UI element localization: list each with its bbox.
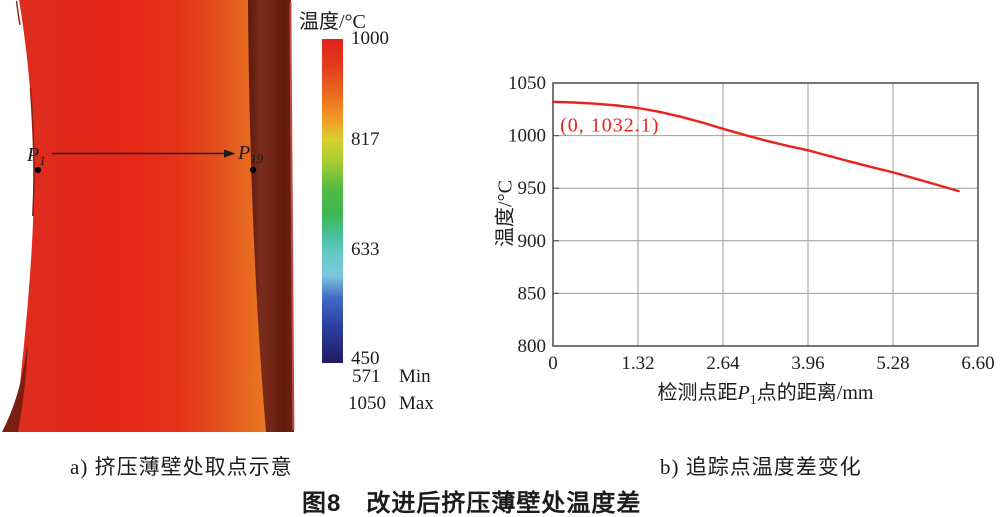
colorbar-tick-633: 633 (351, 239, 380, 260)
x-title-variable: P (737, 382, 750, 404)
x-tick-label: 1.32 (621, 353, 654, 374)
point-p19-label: P19 (237, 142, 264, 166)
slab-edge-shadow-top (15, 0, 21, 26)
caption-panel-b: b) 追踪点温度差变化 (660, 455, 862, 479)
x-title-prefix: 检测点距 (657, 382, 738, 404)
x-tick-label: 5.28 (876, 353, 909, 374)
y-tick-label: 1050 (508, 73, 546, 94)
strip-rim-highlight (289, 1, 295, 431)
x-axis-title: 检测点距P1点的距离/mm (553, 376, 978, 409)
bottom-left-dark-wedge (2, 346, 28, 432)
legend-max-value: 1050 (348, 393, 386, 414)
colorbar-tick-817: 817 (351, 129, 380, 150)
colorbar-tick-1000: 1000 (351, 28, 389, 49)
legend-min-label: Min (399, 366, 431, 387)
y-axis-title: 温度/°C (494, 180, 517, 247)
legend-min-value: 571 (352, 366, 381, 387)
legend-max-label: Max (399, 393, 434, 414)
colorbar-tick-450: 450 (351, 348, 380, 369)
colorbar-gradient (322, 39, 343, 363)
point-p1-dot (34, 166, 42, 174)
x-tick-label: 6.60 (961, 353, 994, 374)
figure-caption: 图8 改进后挤压薄壁处温度差 (302, 490, 642, 517)
x-title-suffix: 点的距离/mm (756, 382, 874, 404)
thermal-image: P1 P19 (2, 0, 295, 432)
caption-panel-a: a) 挤压薄壁处取点示意 (70, 455, 293, 479)
y-tick-label: 1000 (508, 126, 546, 147)
legend-max-row: 1050 Max (348, 393, 434, 415)
temperature-curve (551, 100, 960, 193)
y-tick-label: 950 (518, 178, 547, 199)
legend-title: 温度/°C (299, 11, 366, 33)
y-tick-label: 800 (518, 336, 547, 357)
annotation-start-point: (0, 1032.1) (560, 114, 659, 136)
y-tick-label: 850 (518, 283, 547, 304)
x-tick-label: 2.64 (706, 353, 740, 374)
legend-min-row: 571 Min (352, 366, 431, 388)
y-tick-label: 900 (518, 231, 547, 252)
plot-border (552, 82, 979, 347)
measurement-arrow-head (224, 149, 236, 158)
thermal-slab (15, 0, 272, 432)
point-p1-label: P1 (26, 144, 46, 168)
x-tick-label: 0 (548, 353, 558, 374)
x-title-subscript: 1 (749, 393, 757, 408)
slab-edge-shadow (29, 87, 35, 217)
point-p19-dot (249, 166, 257, 174)
die-strip (248, 0, 294, 432)
x-tick-label: 3.96 (791, 353, 824, 374)
